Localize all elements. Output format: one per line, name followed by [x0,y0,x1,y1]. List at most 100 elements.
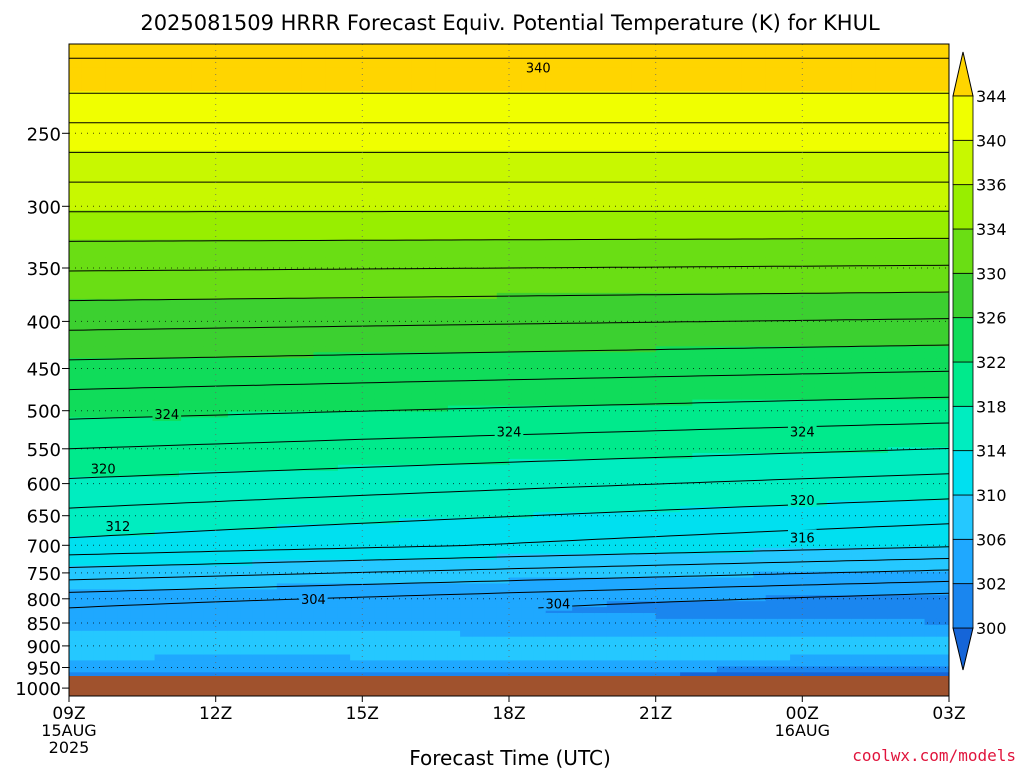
field-cell [472,275,486,282]
field-cell [350,121,363,128]
field-cell [313,636,327,644]
field-cell [533,618,547,626]
field-cell [105,310,119,318]
field-cell [166,565,180,573]
field-cell [154,470,168,478]
field-cell [496,156,510,164]
field-cell [362,103,376,110]
field-cell [203,607,217,614]
field-cell [496,168,510,175]
field-cell [313,375,327,383]
field-cell [142,287,156,294]
field-cell [81,518,94,525]
field-cell [142,304,156,312]
field-cell [386,375,400,383]
field-cell [252,304,266,312]
field-cell [289,553,302,561]
field-cell [117,115,131,122]
field-cell [289,221,302,229]
field-cell [130,482,143,490]
field-cell [350,61,363,69]
field-cell [276,310,290,318]
field-cell [227,233,241,241]
field-cell [484,115,498,122]
field-cell [301,405,314,413]
field-cell [301,168,314,175]
field-cell [582,405,596,413]
field-cell [606,536,620,543]
field-cell [313,387,327,395]
field-cell [117,613,131,620]
field-cell [289,174,302,181]
field-cell [215,61,229,69]
field-cell [447,44,461,51]
field-cell [313,458,327,466]
field-cell [105,316,119,324]
field-cell [191,470,204,478]
field-cell [154,524,168,531]
field-cell [69,358,82,365]
field-cell [154,630,168,638]
field-cell [276,239,290,247]
field-cell [362,340,376,347]
field-cell [264,453,278,460]
field-cell [313,624,327,632]
field-cell [423,518,437,525]
field-cell [533,565,547,573]
field-cell [435,210,449,217]
field-cell [545,138,559,146]
field-cell [484,405,498,413]
field-cell [69,292,82,300]
field-cell [179,61,192,69]
field-cell [264,121,278,128]
field-cell [557,559,571,567]
field-cell [337,287,351,294]
field-cell [289,565,302,573]
field-cell [533,541,547,549]
field-cell [606,494,620,501]
field-cell [69,174,82,181]
field-cell [240,500,253,507]
field-cell [337,630,351,638]
field-cell [227,292,241,300]
field-cell [117,210,131,217]
field-cell [93,340,107,347]
field-cell [460,156,473,164]
field-cell [289,55,302,63]
field-cell [594,524,608,531]
field-cell [69,304,82,312]
field-cell [545,156,559,164]
field-cell [533,352,547,359]
field-cell [350,85,363,92]
field-cell [81,150,94,158]
field-cell [69,150,82,158]
field-cell [166,257,180,264]
field-cell [215,192,229,199]
field-cell [69,352,82,359]
field-cell [69,251,82,258]
field-cell [509,571,522,578]
field-cell [252,648,266,656]
field-cell [264,476,278,484]
field-cell [337,275,351,282]
field-cell [570,636,583,644]
field-cell [594,565,608,573]
field-cell [252,79,266,87]
field-cell [594,215,608,223]
field-cell [460,411,473,418]
field-cell [362,470,376,478]
field-cell [472,672,486,679]
field-cell [606,180,620,187]
field-cell [179,654,192,661]
field-cell [81,328,94,335]
field-cell [227,328,241,335]
field-cell [81,138,94,146]
field-cell [557,636,571,644]
field-cell [301,310,314,318]
field-cell [606,127,620,134]
field-cell [130,257,143,264]
field-cell [350,251,363,258]
field-cell [570,263,583,270]
field-cell [166,512,180,519]
field-cell [460,577,473,584]
